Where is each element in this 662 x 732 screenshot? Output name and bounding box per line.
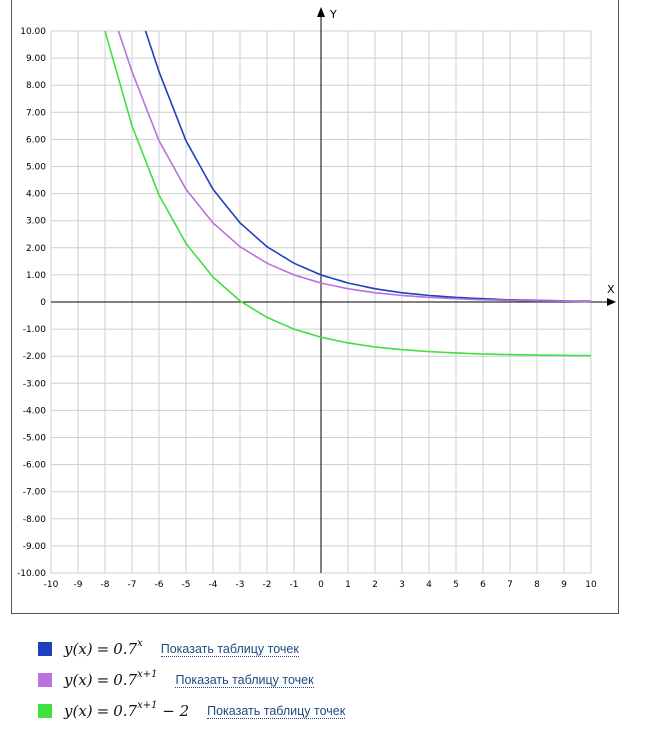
x-tick-label: 9 [561,580,567,590]
y-tick-label: -7.00 [23,488,47,498]
x-tick-label: -10 [44,580,59,590]
y-tick-label: -9.00 [23,542,47,552]
legend-item-blue: y(x) = 0.7x Показать таблицу точек [38,636,299,662]
x-tick-label: -4 [209,580,218,590]
y-tick-label: 5.00 [26,163,46,173]
y-tick-label: -10.00 [17,569,46,579]
x-axis-label: X [607,283,615,296]
x-tick-label: 2 [372,580,378,590]
x-tick-label: -3 [236,580,245,590]
series-line-purple [117,30,592,303]
y-tick-label: -3.00 [23,379,47,389]
x-tick-label: 6 [480,580,486,590]
show-points-table-link-blue[interactable]: Показать таблицу точек [160,641,299,657]
x-tick-label: 7 [507,580,513,590]
y-axis-label: Y [329,8,337,21]
x-tick-label: -7 [128,580,137,590]
legend-formula-green: y(x) = 0.7x+1 − 2 [64,700,190,720]
legend-swatch-blue [38,642,52,656]
y-tick-label: -5.00 [23,434,47,444]
y-tick-label: 0 [40,298,46,308]
x-tick-label: 5 [453,580,459,590]
x-tick-label: -9 [74,580,83,590]
legend-formula-blue: y(x) = 0.7x [64,638,143,658]
legend-item-green: y(x) = 0.7x+1 − 2 Показать таблицу точек [38,698,346,724]
y-tick-label: -2.00 [23,352,47,362]
x-tick-label: -2 [263,580,272,590]
y-tick-label: 3.00 [26,217,46,227]
y-tick-label: -4.00 [23,406,47,416]
y-tick-label: 4.00 [26,190,46,200]
y-tick-label: -1.00 [23,325,47,335]
chart-frame: X Y -10 -9 -8 -7 -6 -5 -4 -3 -2 -1 0 1 2 3 4 5 6 7 8 9 10 10.00… [11,0,619,614]
x-tick-label: -6 [155,580,164,590]
chart-plot: XY-10 -9 -8 -7 -6 -5 -4 -3 -2 -1 0 1 2 3 4 5 6 7 8 9 1010.00… [17,7,616,590]
x-tick-label: -8 [101,580,110,590]
show-points-table-link-purple[interactable]: Показать таблицу точек [175,672,314,688]
y-tick-label: 2.00 [26,244,46,254]
x-axis-arrow-icon [607,298,616,306]
x-tick-label: 3 [399,580,405,590]
x-tick-label: -5 [182,580,191,590]
legend-item-purple: y(x) = 0.7x+1 Показать таблицу точек [38,667,314,693]
legend-swatch-purple [38,673,52,687]
y-tick-label: -6.00 [23,461,47,471]
y-tick-label: -8.00 [23,515,47,525]
y-tick-label: 10.00 [20,27,46,37]
series-line-green [104,30,592,357]
x-tick-label: -1 [290,580,299,590]
x-tick-label: 1 [345,580,351,590]
y-axis-arrow-icon [317,7,325,17]
legend-formula-purple: y(x) = 0.7x+1 [64,669,158,689]
x-tick-label: 4 [426,580,432,590]
y-tick-label: 6.00 [26,135,46,145]
legend-swatch-green [38,704,52,718]
x-tick-label: 8 [534,580,540,590]
y-tick-label: 1.00 [26,271,46,281]
y-tick-label: 9.00 [26,54,46,64]
y-tick-label: 8.00 [26,81,46,91]
y-tick-label: 7.00 [26,108,46,118]
show-points-table-link-green[interactable]: Показать таблицу точек [207,703,346,719]
x-tick-label: 10 [585,580,597,590]
x-tick-label: 0 [318,580,324,590]
